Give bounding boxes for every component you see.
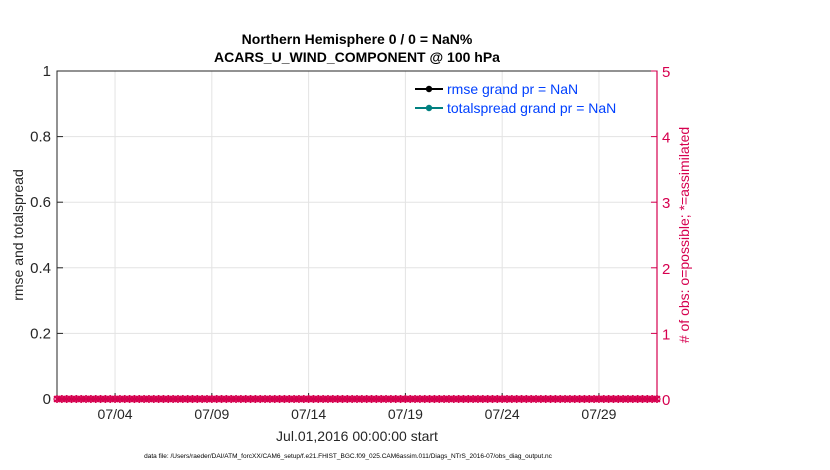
obs-assimilated-marker [653, 395, 661, 403]
y-tick-label: 1 [43, 63, 51, 80]
y-tick-label: 0.6 [30, 194, 51, 211]
y-right-tick-label: 5 [662, 64, 670, 81]
legend-marker-rmse [425, 85, 433, 93]
chart-title: Northern Hemisphere 0 / 0 = NaN% [242, 31, 473, 47]
x-tick-label: 07/24 [485, 406, 520, 422]
x-tick-label: 07/19 [388, 406, 423, 422]
legend-label-rmse: rmse grand pr = NaN [447, 81, 578, 97]
grid [57, 71, 657, 399]
y-right-tick-label: 1 [662, 326, 670, 343]
y-tick-label: 0.2 [30, 325, 51, 342]
legend: rmse grand pr = NaN totalspread grand pr… [415, 81, 616, 116]
obs-markers [53, 395, 661, 403]
x-tick-label: 07/29 [581, 406, 616, 422]
plot-area [56, 70, 658, 400]
y-axis-right-label: # of obs: o=possible; *=assimilated [676, 127, 692, 343]
chart-subtitle: ACARS_U_WIND_COMPONENT @ 100 hPa [214, 49, 500, 65]
legend-label-totalspread: totalspread grand pr = NaN [447, 100, 616, 116]
axis-ticks: 07/04 07/09 07/14 07/19 07/24 07/29 0 0.2 0.4 0.6… [30, 63, 670, 422]
y-right-tick-label: 3 [662, 195, 670, 212]
y-right-tick-label: 2 [662, 261, 670, 278]
y-axis-label: rmse and totalspread [10, 169, 26, 301]
x-axis-label: Jul.01,2016 00:00:00 start [276, 428, 438, 444]
y-right-tick-label: 0 [662, 392, 670, 409]
y-right-tick-label: 4 [662, 130, 670, 147]
y-tick-label: 0.8 [30, 129, 51, 146]
y-tick-label: 0 [43, 391, 51, 408]
x-tick-label: 07/09 [194, 406, 229, 422]
footer-data-file: data file: /Users/raeder/DAI/ATM_forcXX/… [144, 453, 553, 460]
y-tick-label: 0.4 [30, 260, 51, 277]
x-tick-label: 07/14 [291, 406, 326, 422]
x-tick-label: 07/04 [98, 406, 133, 422]
legend-marker-totalspread [425, 104, 433, 112]
